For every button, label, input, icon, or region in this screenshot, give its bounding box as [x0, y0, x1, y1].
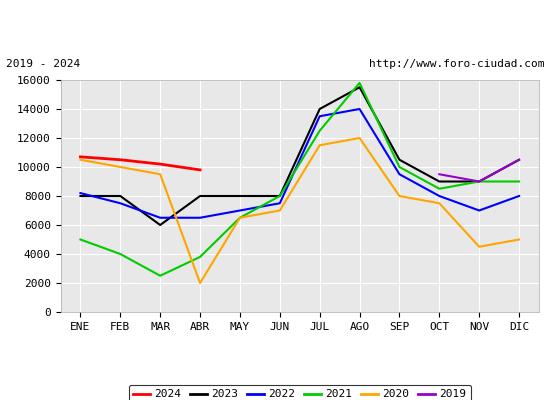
Text: Evolucion Nº Turistas Nacionales en el municipio de Oleiros: Evolucion Nº Turistas Nacionales en el m…	[6, 16, 544, 32]
Legend: 2024, 2023, 2022, 2021, 2020, 2019: 2024, 2023, 2022, 2021, 2020, 2019	[129, 385, 471, 400]
Text: 2019 - 2024: 2019 - 2024	[6, 59, 80, 69]
Text: http://www.foro-ciudad.com: http://www.foro-ciudad.com	[369, 59, 544, 69]
